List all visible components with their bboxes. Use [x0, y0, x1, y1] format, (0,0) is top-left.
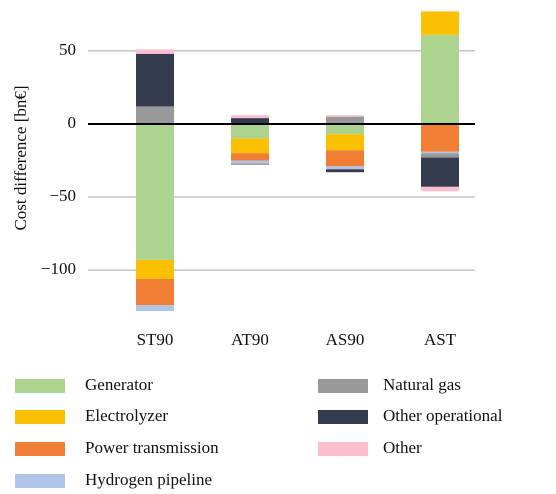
x-tick-label: AST	[424, 330, 457, 349]
bar-segment	[231, 153, 269, 161]
bar-segment	[421, 186, 459, 192]
bar-segment	[326, 134, 364, 151]
bar-segment	[326, 115, 364, 117]
bar-segment	[326, 169, 364, 173]
legend-swatch	[15, 379, 65, 393]
bar-segment	[421, 153, 459, 158]
legend-label: Other	[383, 438, 422, 457]
legend-swatch	[15, 442, 65, 456]
bar-segment	[326, 116, 364, 124]
legend-swatch	[318, 410, 368, 424]
bar-segment	[421, 34, 459, 124]
bar-segment	[231, 160, 269, 164]
bar-segment	[136, 123, 174, 260]
bar-segment	[326, 166, 364, 170]
bar-segment	[136, 53, 174, 107]
legend-swatch	[15, 410, 65, 424]
legend-label: Generator	[85, 375, 153, 394]
bar-segment	[136, 49, 174, 54]
bar-segment	[231, 115, 269, 119]
bar-segment	[231, 163, 269, 165]
y-tick-label: 0	[68, 113, 77, 132]
bar-segment	[421, 11, 459, 35]
bar-segment	[136, 278, 174, 306]
legend-swatch	[318, 379, 368, 393]
bar-segment	[421, 151, 459, 154]
bar-segment	[136, 106, 174, 124]
bar-segment	[136, 259, 174, 279]
x-tick-label: AS90	[326, 330, 365, 349]
bar-segment	[326, 150, 364, 167]
legend-label: Natural gas	[383, 375, 461, 394]
legend-swatch	[15, 474, 65, 488]
bar-segment	[231, 118, 269, 124]
y-axis-label: Cost difference [bn€]	[11, 85, 30, 230]
bar-segment	[136, 305, 174, 312]
bar-segment	[421, 123, 459, 152]
x-tick-label: AT90	[231, 330, 269, 349]
bar-segment	[326, 123, 364, 135]
y-tick-label: −50	[49, 186, 76, 205]
y-tick-label: −100	[41, 259, 76, 278]
bar-segment	[421, 157, 459, 187]
legend-label: Hydrogen pipeline	[85, 470, 212, 489]
legend-swatch	[318, 442, 368, 456]
x-tick-label: ST90	[137, 330, 174, 349]
legend-label: Power transmission	[85, 438, 219, 457]
legend-label: Electrolyzer	[85, 406, 168, 425]
bar-segment	[231, 138, 269, 154]
y-tick-label: 50	[59, 40, 76, 59]
bar-segment	[231, 123, 269, 139]
legend-label: Other operational	[383, 406, 503, 425]
